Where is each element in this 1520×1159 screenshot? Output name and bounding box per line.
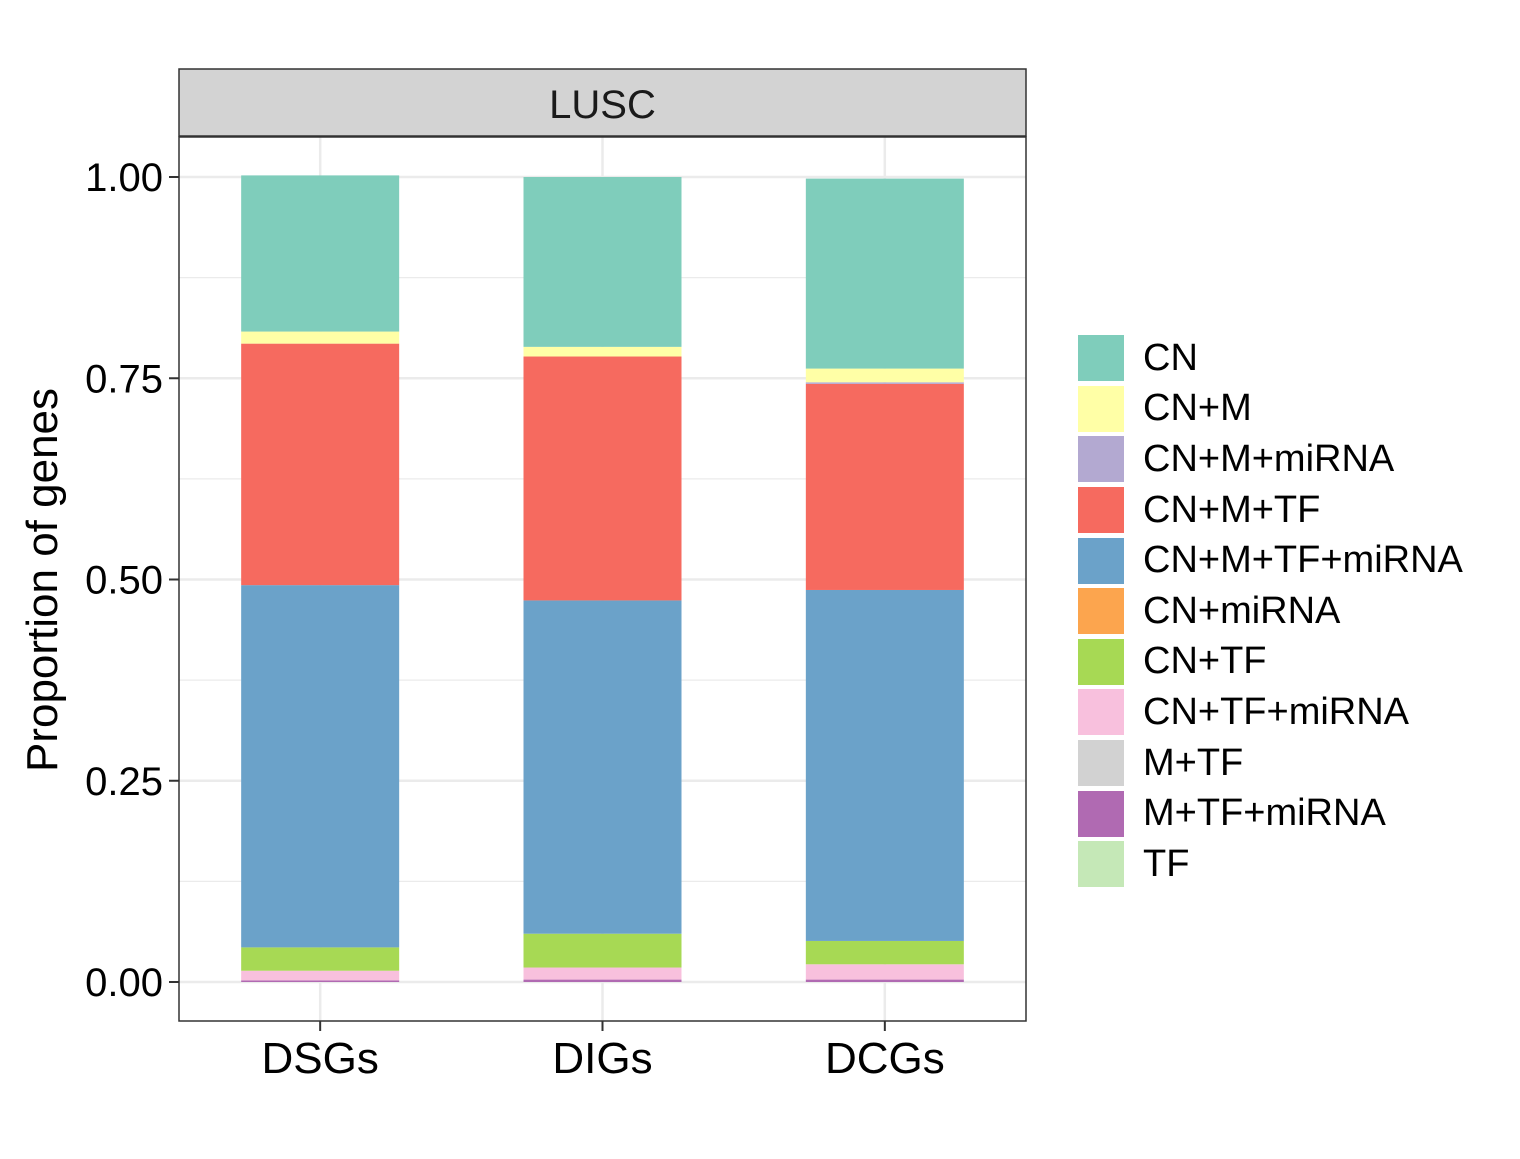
legend-key (1078, 385, 1124, 432)
bar-segment-digs-cn-m (523, 346, 682, 357)
legend-item: CN+TF+miRNA (1078, 687, 1463, 738)
legend-label: CN (1143, 336, 1198, 379)
legend-item: TF (1078, 839, 1463, 890)
bar-segment-digs-cn-tf (523, 933, 682, 968)
legend-label: CN+M+miRNA (1143, 437, 1395, 480)
bar-segment-dsgs-cn-tf-mirna (241, 970, 400, 981)
bar-segment-dcgs-cn-tf-mirna (805, 964, 964, 980)
x-tick-label: DCGs (825, 1034, 945, 1083)
bar-segment-dcgs-cn-tf (805, 940, 964, 965)
bar-segment-digs-cn-tf-mirna (523, 967, 682, 980)
legend-key (1078, 790, 1124, 837)
legend-label: M+TF (1143, 741, 1244, 784)
legend-item: CN+TF (1078, 637, 1463, 688)
legend-item: CN+M (1078, 384, 1463, 435)
legend-key (1078, 740, 1124, 787)
y-tick-label: 0.00 (85, 961, 163, 1005)
legend-key (1078, 487, 1124, 534)
legend-key (1078, 335, 1124, 382)
x-tick-label: DIGs (552, 1034, 652, 1083)
legend-key (1078, 638, 1124, 685)
stacked-bars (241, 175, 964, 982)
legend-label: CN+TF+miRNA (1143, 690, 1410, 733)
legend-key (1078, 537, 1124, 584)
bar-segment-dsgs-cn-m-tf-mirna (241, 585, 400, 948)
bar-segment-dsgs-m-tf-mirna (241, 980, 400, 982)
x-axis: DSGs DIGs DCGs (261, 1021, 945, 1083)
bar-segment-digs-cn-m-tf-mirna (523, 600, 682, 934)
y-tick-label: 0.75 (85, 357, 163, 401)
legend-item: CN (1078, 333, 1463, 384)
legend-key (1078, 436, 1124, 483)
bar-segment-dcgs-cn-m (805, 368, 964, 383)
legend-label: CN+M+TF+miRNA (1143, 539, 1463, 582)
bar-segment-dcgs-cn-m-tf (805, 383, 964, 590)
bar-segment-digs-cn-m-tf (523, 356, 682, 601)
bar-segment-dsgs-cn (241, 175, 400, 332)
legend-item: M+TF (1078, 738, 1463, 789)
bar-segment-dsgs-cn-m-tf (241, 343, 400, 586)
legend-item: CN+M+TF (1078, 485, 1463, 536)
bar-segment-dcgs-cn-m-tf-mirna (805, 589, 964, 941)
y-tick-label: 0.50 (85, 559, 163, 603)
legend-label: M+TF+miRNA (1143, 792, 1386, 835)
strip-background (178, 68, 1027, 137)
y-tick-label: 1.00 (85, 156, 163, 200)
bar-segment-dcgs-cn-m-mirna (805, 382, 964, 384)
bar-segment-digs-m-tf-mirna (523, 979, 682, 982)
y-axis-title: Proportion of genes (18, 388, 67, 772)
y-axis: 0.00 0.25 0.50 0.75 1.00 (85, 156, 179, 1005)
legend: CN CN+M CN+M+miRNA CN+M+TF CN+M+TF+miRNA CN+m… (1078, 333, 1463, 890)
legend-key (1078, 841, 1124, 888)
legend-item: CN+miRNA (1078, 586, 1463, 637)
legend-item: CN+M+TF+miRNA (1078, 535, 1463, 586)
legend-label: CN+M+TF (1143, 488, 1321, 531)
legend-item: M+TF+miRNA (1078, 788, 1463, 839)
bar-segment-dsgs-cn-tf (241, 947, 400, 971)
strip-title: LUSC (549, 83, 656, 127)
legend-key (1078, 689, 1124, 736)
legend-key (1078, 588, 1124, 635)
bar-segment-dcgs-m-tf-mirna (805, 979, 964, 982)
legend-item: CN+M+miRNA (1078, 434, 1463, 485)
legend-label: TF (1143, 842, 1190, 885)
legend-label: CN+miRNA (1143, 589, 1341, 632)
bar-segment-dsgs-cn-m (241, 331, 400, 344)
legend-label: CN+TF (1143, 640, 1267, 683)
bar-segment-dcgs-cn (805, 178, 964, 369)
legend-label: CN+M (1143, 387, 1252, 430)
bar-segment-digs-cn (523, 177, 682, 347)
x-tick-label: DSGs (261, 1034, 378, 1083)
y-tick-label: 0.25 (85, 760, 163, 804)
